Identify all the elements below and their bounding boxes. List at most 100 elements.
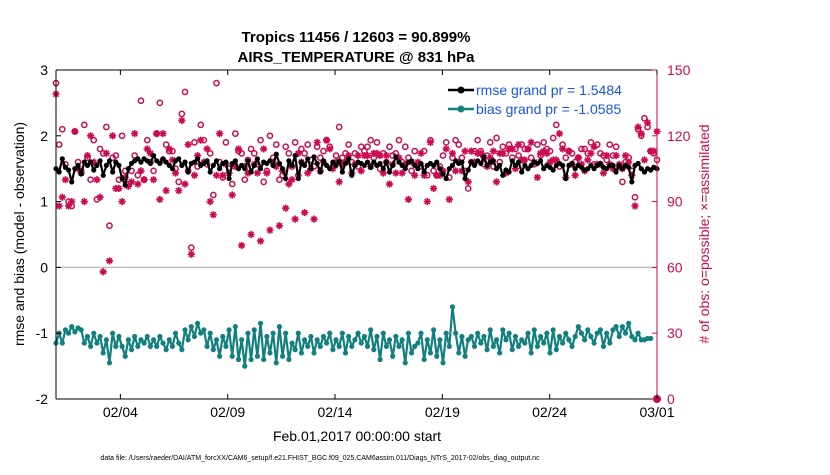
assimilated-obs-point — [190, 171, 199, 179]
bias-point — [493, 337, 500, 343]
possible-obs-point — [90, 136, 98, 144]
possible-obs-point — [367, 136, 375, 144]
rmse-point — [434, 159, 440, 165]
bias-point — [427, 350, 434, 356]
bias-point — [160, 340, 166, 346]
assimilated-obs-point — [376, 151, 384, 160]
possible-obs-point — [134, 171, 142, 179]
bias-point — [239, 337, 245, 343]
bias-point — [386, 337, 393, 343]
assimilated-obs-point — [275, 222, 284, 230]
bias-point — [468, 333, 474, 340]
assimilated-obs-point — [571, 171, 579, 179]
assimilated-obs-point — [310, 215, 318, 223]
assimilated-obs-point — [445, 195, 453, 204]
bias-point — [434, 353, 440, 359]
rmse-point — [100, 172, 106, 178]
rmse-point — [320, 158, 327, 164]
assimilated-obs-point — [260, 145, 268, 153]
assimilated-obs-point — [533, 173, 542, 182]
assimilated-obs-point — [304, 169, 312, 177]
bias-point — [176, 340, 182, 346]
bias-series — [53, 304, 654, 369]
x-tick-label: 02/09 — [210, 404, 245, 420]
assimilated-obs-point — [181, 180, 189, 188]
bias-point — [132, 333, 138, 340]
rmse-point — [150, 152, 157, 159]
rmse-point — [223, 159, 229, 165]
bias-point — [563, 330, 569, 336]
assimilated-obs-point — [502, 169, 510, 177]
possible-obs-point — [112, 152, 120, 159]
assimilated-obs-point — [398, 169, 406, 177]
possible-obs-point — [442, 139, 450, 146]
rmse-point — [283, 175, 289, 182]
assimilated-obs-point — [477, 149, 485, 157]
rmse-point — [235, 166, 242, 172]
bias-point — [487, 327, 493, 333]
possible-obs-point — [515, 152, 522, 159]
bias-point — [144, 333, 150, 340]
bias-point — [575, 324, 581, 330]
rmse-point — [242, 166, 248, 172]
possible-obs-point — [395, 136, 403, 144]
bias-point — [314, 337, 320, 343]
bias-point — [154, 343, 160, 349]
rmse-point — [72, 166, 78, 172]
rmse-point — [314, 160, 320, 167]
possible-obs-point — [411, 147, 419, 155]
possible-obs-point — [175, 178, 183, 186]
possible-obs-point — [464, 185, 472, 192]
y-tick-label-right: 150 — [667, 62, 691, 78]
assimilated-obs-point — [212, 171, 221, 179]
possible-obs-point — [534, 141, 541, 148]
rmse-point — [179, 162, 185, 169]
rmse-point — [569, 160, 575, 167]
rmse-point — [619, 166, 625, 172]
assimilated-obs-point — [609, 165, 617, 173]
assimilated-obs-point — [338, 160, 346, 168]
rmse-point — [65, 167, 72, 173]
bias-point — [327, 330, 333, 336]
bias-point — [437, 337, 443, 343]
rmse-point — [462, 175, 468, 182]
assimilated-obs-point — [99, 268, 107, 276]
possible-obs-point — [631, 193, 639, 201]
assimilated-obs-point — [486, 154, 494, 162]
assimilated-obs-point — [628, 171, 636, 179]
rmse-point — [393, 154, 399, 160]
bias-point — [229, 353, 235, 359]
assimilated-obs-point — [58, 193, 66, 201]
assimilated-obs-point — [143, 145, 151, 153]
rmse-point — [585, 166, 591, 172]
assimilated-obs-point — [121, 173, 129, 182]
bias-point — [449, 304, 456, 310]
legend-bias-marker — [457, 105, 465, 113]
rmse-point — [572, 166, 578, 172]
rmse-point — [185, 169, 191, 175]
assimilated-obs-point — [489, 147, 497, 155]
assimilated-obs-point — [452, 167, 460, 175]
possible-obs-point — [266, 132, 274, 140]
rmse-point — [84, 162, 91, 169]
bias-point — [191, 333, 198, 340]
chart-title-line1: Tropics 11456 / 12603 = 90.899% — [242, 29, 471, 46]
assimilated-obs-point — [650, 147, 658, 155]
assimilated-obs-point — [109, 132, 117, 140]
assimilated-obs-point — [124, 182, 132, 190]
bias-point — [613, 324, 619, 330]
bias-point — [201, 327, 207, 333]
bias-point — [415, 340, 421, 346]
assimilated-obs-point — [247, 230, 255, 239]
assimilated-obs-point — [420, 171, 428, 179]
possible-obs-point — [118, 132, 126, 140]
rmse-point — [349, 172, 355, 178]
rmse-point — [481, 154, 487, 160]
assimilated-obs-point — [590, 143, 598, 151]
assimilated-obs-point — [61, 176, 70, 184]
bias-point — [204, 343, 210, 349]
rmse-point — [437, 166, 443, 172]
assimilated-obs-point — [193, 151, 202, 160]
bias-point — [622, 330, 629, 336]
possible-obs-point — [335, 123, 343, 131]
